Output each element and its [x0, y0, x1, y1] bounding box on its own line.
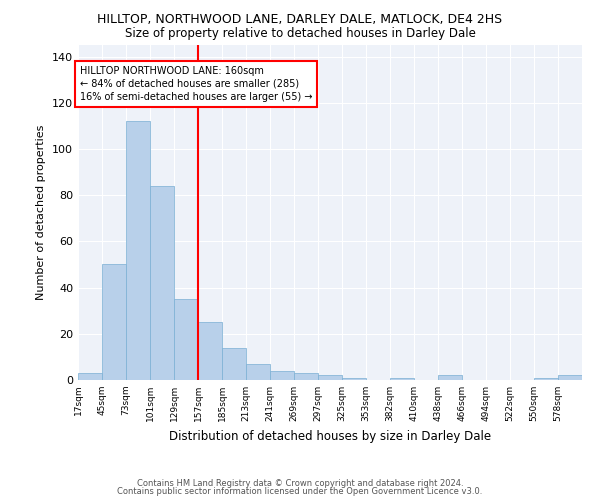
- Bar: [246, 364, 270, 380]
- Bar: [174, 299, 198, 380]
- Text: HILLTOP, NORTHWOOD LANE, DARLEY DALE, MATLOCK, DE4 2HS: HILLTOP, NORTHWOOD LANE, DARLEY DALE, MA…: [97, 12, 503, 26]
- Bar: [270, 371, 294, 380]
- Bar: [558, 376, 582, 380]
- Bar: [390, 378, 414, 380]
- Bar: [78, 373, 102, 380]
- Bar: [438, 376, 462, 380]
- Text: Size of property relative to detached houses in Darley Dale: Size of property relative to detached ho…: [125, 28, 475, 40]
- Bar: [534, 378, 558, 380]
- Bar: [294, 373, 318, 380]
- Y-axis label: Number of detached properties: Number of detached properties: [37, 125, 46, 300]
- Bar: [198, 322, 222, 380]
- X-axis label: Distribution of detached houses by size in Darley Dale: Distribution of detached houses by size …: [169, 430, 491, 442]
- Bar: [222, 348, 246, 380]
- Bar: [150, 186, 174, 380]
- Bar: [126, 121, 150, 380]
- Bar: [318, 376, 342, 380]
- Bar: [102, 264, 126, 380]
- Text: Contains public sector information licensed under the Open Government Licence v3: Contains public sector information licen…: [118, 487, 482, 496]
- Text: HILLTOP NORTHWOOD LANE: 160sqm
← 84% of detached houses are smaller (285)
16% of: HILLTOP NORTHWOOD LANE: 160sqm ← 84% of …: [80, 66, 312, 102]
- Bar: [342, 378, 366, 380]
- Text: Contains HM Land Registry data © Crown copyright and database right 2024.: Contains HM Land Registry data © Crown c…: [137, 478, 463, 488]
